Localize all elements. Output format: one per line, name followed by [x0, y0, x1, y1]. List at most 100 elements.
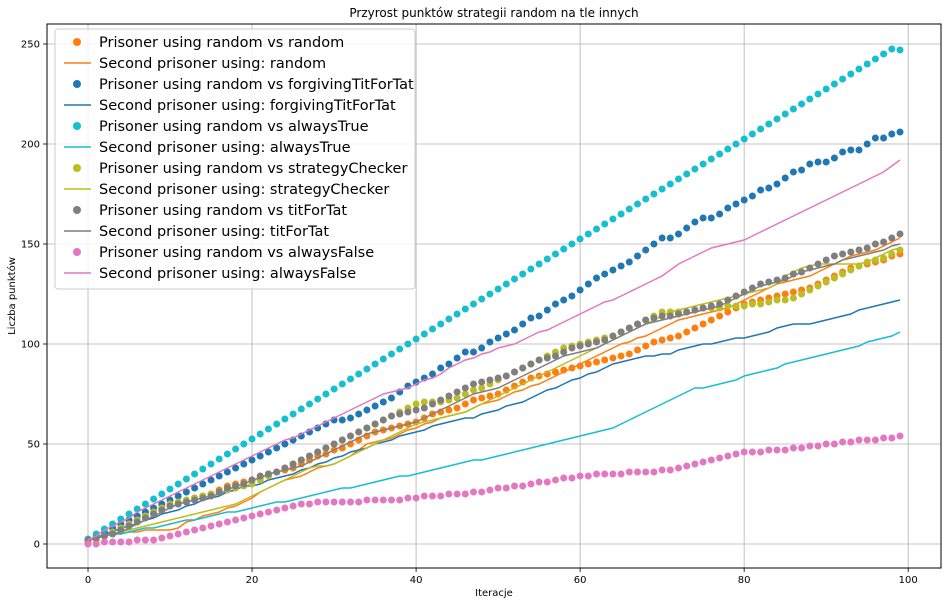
data-point — [511, 275, 518, 283]
data-point — [584, 360, 592, 368]
data-point — [412, 400, 420, 408]
data-point — [814, 282, 822, 290]
data-point — [322, 390, 330, 398]
legend-dot-marker — [73, 206, 81, 214]
data-point — [880, 238, 888, 246]
data-point — [896, 246, 904, 254]
data-point — [256, 430, 264, 438]
series-4 — [84, 45, 904, 543]
data-point — [707, 214, 715, 222]
data-point — [502, 372, 510, 380]
data-point — [757, 186, 765, 194]
data-point — [92, 540, 100, 548]
data-point — [707, 155, 715, 163]
data-point — [535, 312, 543, 320]
data-point — [609, 354, 617, 362]
data-point — [625, 468, 633, 476]
legend: Prisoner using random vs random Second pr… — [54, 28, 416, 290]
data-point — [412, 406, 420, 414]
data-point — [888, 250, 896, 258]
data-point — [158, 490, 166, 498]
data-point — [297, 405, 305, 413]
series-10 — [84, 432, 904, 548]
data-point — [716, 150, 724, 158]
legend-dot-marker — [73, 80, 81, 88]
data-point — [691, 165, 699, 173]
data-point — [888, 434, 896, 442]
data-point — [839, 270, 847, 278]
data-point — [814, 260, 822, 268]
data-point — [453, 404, 461, 412]
data-point — [478, 384, 486, 392]
data-point — [601, 220, 609, 228]
data-point — [182, 528, 190, 536]
data-point — [273, 506, 281, 514]
data-point — [871, 55, 879, 63]
data-point — [552, 368, 559, 376]
data-point — [855, 65, 863, 73]
data-point — [322, 444, 330, 452]
data-point — [396, 345, 404, 353]
y-tick-label: 50 — [27, 440, 40, 451]
data-point — [535, 356, 543, 364]
data-point — [896, 230, 904, 238]
data-point — [617, 262, 625, 270]
data-point — [281, 504, 289, 512]
data-point — [552, 250, 559, 258]
data-point — [634, 468, 641, 476]
data-point — [847, 70, 855, 78]
data-point — [740, 448, 748, 456]
data-point — [109, 538, 117, 546]
data-point — [478, 344, 486, 352]
data-point — [765, 120, 773, 128]
data-point — [437, 396, 445, 404]
data-point — [322, 498, 330, 506]
data-point — [576, 342, 584, 350]
data-point — [666, 466, 674, 474]
data-point — [855, 146, 863, 154]
data-point — [330, 498, 338, 506]
data-point — [863, 244, 871, 252]
data-point — [683, 170, 691, 178]
data-point — [445, 392, 453, 400]
data-point — [248, 512, 256, 520]
legend-entry-label: Second prisoner using: alwaysTrue — [99, 140, 351, 156]
data-point — [478, 295, 486, 303]
data-point — [379, 355, 387, 363]
data-point — [568, 292, 576, 300]
y-tick-label: 200 — [21, 140, 40, 151]
data-point — [379, 416, 387, 424]
data-point — [543, 478, 551, 486]
data-point — [429, 325, 436, 333]
data-point — [634, 252, 641, 260]
data-point — [461, 400, 469, 408]
data-point — [240, 440, 248, 448]
data-point — [625, 324, 633, 332]
data-point — [560, 245, 568, 253]
data-point — [650, 338, 658, 346]
data-point — [683, 462, 691, 470]
data-point — [470, 300, 477, 308]
x-tick-label: 20 — [246, 575, 259, 586]
legend-box — [54, 28, 416, 290]
data-point — [150, 495, 158, 503]
data-point — [724, 308, 732, 316]
data-point — [347, 498, 354, 506]
data-point — [166, 532, 174, 540]
data-point — [478, 394, 486, 402]
data-point — [511, 326, 518, 334]
series-line — [87, 299, 901, 541]
legend-entry-label: Second prisoner using: forgivingTitForTa… — [99, 98, 396, 114]
legend-entry-label: Second prisoner using: alwaysFalse — [99, 266, 356, 282]
data-point — [470, 386, 477, 394]
data-point — [240, 514, 248, 522]
data-point — [593, 338, 600, 346]
data-point — [125, 538, 133, 546]
x-tick-label: 0 — [85, 575, 91, 586]
data-point — [478, 378, 486, 386]
data-point — [576, 286, 584, 294]
data-point — [716, 210, 724, 218]
data-point — [232, 464, 240, 472]
data-point — [699, 160, 707, 168]
